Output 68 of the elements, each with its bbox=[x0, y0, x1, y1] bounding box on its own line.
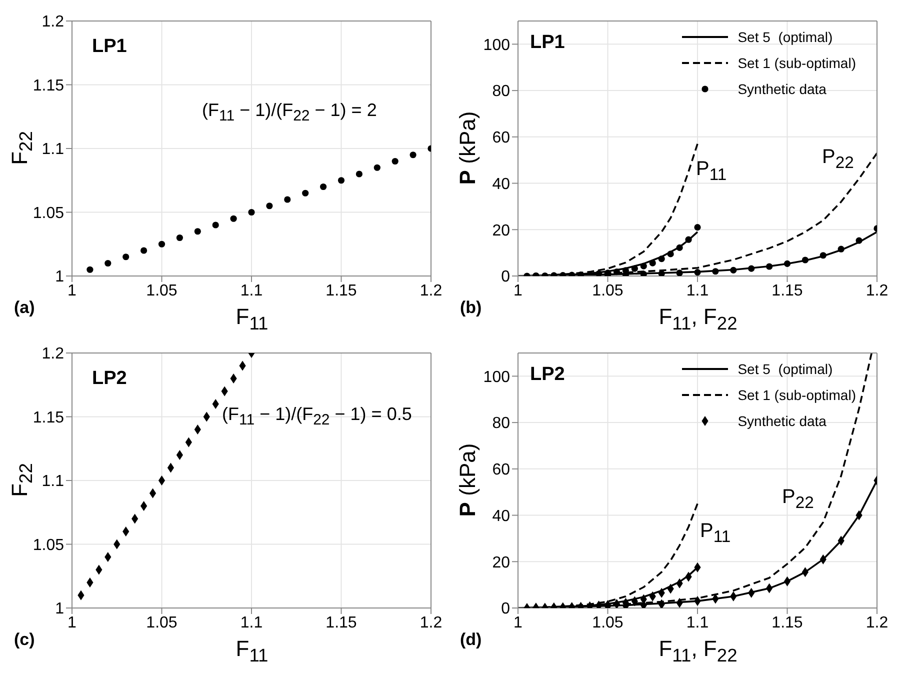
x-tick-label: 1.15 bbox=[772, 282, 803, 300]
x-tick-label: 1.05 bbox=[592, 614, 624, 632]
annotation: LP2 bbox=[530, 364, 565, 385]
text: (c) bbox=[14, 630, 35, 649]
legend-label: Set 1 (sub-optimal) bbox=[738, 387, 856, 403]
y-tick-label: 0 bbox=[501, 600, 510, 618]
y-tick-label: 20 bbox=[492, 222, 510, 240]
y-tick-label: 1.1 bbox=[42, 141, 64, 158]
y-tick-label: 100 bbox=[483, 36, 510, 54]
x-tick-label: 1 bbox=[68, 614, 77, 632]
text: (a) bbox=[14, 298, 35, 317]
y-tick-label: 1.1 bbox=[42, 473, 64, 490]
annotation: P$_{22}$ bbox=[782, 486, 814, 512]
y-tick-label: 40 bbox=[492, 176, 510, 193]
annotation: LP1 bbox=[530, 32, 565, 53]
x-tick-label: 1.1 bbox=[240, 614, 263, 632]
y-tick-label: 1 bbox=[55, 268, 64, 286]
x-tick-label: 1.05 bbox=[146, 614, 178, 632]
x-tick-label: 1.05 bbox=[592, 282, 624, 300]
x-tick-label: 1.15 bbox=[326, 614, 357, 632]
annotation: (F$_{11}$ − 1)/(F$_{22}$ − 1) = 2 bbox=[202, 100, 377, 125]
y-tick-label: 1.05 bbox=[32, 536, 64, 554]
x-axis-title: F$_{11}$, F$_{22}$ bbox=[658, 304, 738, 334]
text: (b) bbox=[460, 298, 482, 317]
y-axis-title: P (kPa) bbox=[455, 111, 480, 185]
y-tick-label: 60 bbox=[492, 130, 510, 147]
y-tick-label: 1.15 bbox=[32, 409, 64, 426]
y-tick-label: 20 bbox=[492, 554, 510, 572]
annotation: P$_{11}$ bbox=[700, 520, 731, 546]
y-tick-label: 40 bbox=[492, 508, 510, 525]
y-tick-label: 80 bbox=[492, 415, 510, 432]
x-axis-title: F$_{11}$ bbox=[234, 304, 270, 334]
y-tick-label: 80 bbox=[492, 83, 510, 100]
x-axis-title: F$_{11}$, F$_{22}$ bbox=[658, 636, 738, 666]
x-axis-title: F$_{11}$ bbox=[234, 636, 270, 666]
y-tick-label: 1.2 bbox=[42, 14, 64, 31]
y-tick-label: 1 bbox=[55, 600, 64, 618]
y-tick-label: 1.2 bbox=[42, 346, 64, 363]
legend-label: Synthetic data bbox=[738, 81, 826, 97]
y-tick-label: 1.05 bbox=[32, 204, 64, 222]
y-tick-label: 60 bbox=[492, 462, 510, 479]
x-tick-label: 1 bbox=[514, 282, 523, 300]
annotation: (F$_{11}$ − 1)/(F$_{22}$ − 1) = 0.5 bbox=[222, 404, 412, 429]
y-tick-label: 1.15 bbox=[32, 77, 64, 94]
x-tick-label: 1.15 bbox=[326, 282, 357, 300]
annotation: P$_{11}$ bbox=[696, 158, 727, 184]
x-tick-label: 1.2 bbox=[420, 282, 442, 300]
legend-label: Set 5 (optimal) bbox=[738, 361, 833, 377]
legend-label: Set 5 (optimal) bbox=[738, 29, 833, 45]
annotation: P$_{22}$ bbox=[822, 146, 854, 172]
legend-label: Set 1 (sub-optimal) bbox=[738, 55, 856, 71]
y-axis-title: P (kPa) bbox=[455, 443, 480, 517]
annotation: LP2 bbox=[92, 368, 127, 389]
x-tick-label: 1.15 bbox=[772, 614, 803, 632]
x-tick-label: 1.2 bbox=[866, 614, 888, 632]
legend-label: Synthetic data bbox=[738, 413, 826, 429]
y-tick-label: 0 bbox=[501, 268, 510, 286]
x-tick-label: 1 bbox=[514, 614, 523, 632]
x-tick-label: 1.2 bbox=[420, 614, 442, 632]
x-tick-label: 1.1 bbox=[686, 282, 709, 300]
x-tick-label: 1.05 bbox=[146, 282, 178, 300]
x-tick-label: 1.2 bbox=[866, 282, 888, 300]
text: (d) bbox=[460, 630, 482, 649]
x-tick-label: 1.1 bbox=[686, 614, 709, 632]
x-tick-label: 1 bbox=[68, 282, 77, 300]
x-tick-label: 1.1 bbox=[240, 282, 263, 300]
annotation: LP1 bbox=[92, 36, 127, 57]
y-tick-label: 100 bbox=[483, 368, 510, 386]
